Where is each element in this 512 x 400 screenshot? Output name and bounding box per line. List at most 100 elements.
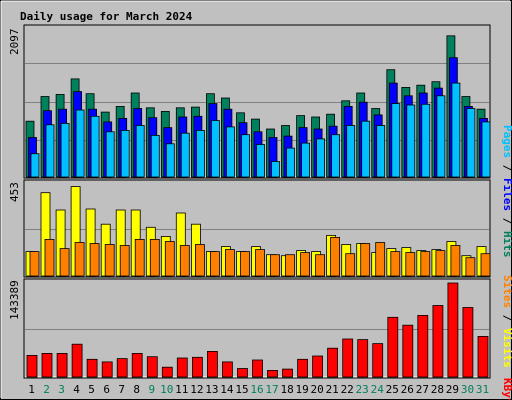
bar-kbytes-day-26 (402, 324, 414, 378)
bar-kbytes-day-14 (221, 361, 233, 378)
bar-pages-day-18 (286, 147, 295, 178)
x-tick-label-day-8: 8 (133, 383, 140, 396)
bar-sites-day-16 (255, 249, 265, 277)
bar-sites-day-24 (375, 242, 386, 277)
bar-pages-day-13 (210, 120, 220, 178)
bar-pages-day-16 (256, 144, 265, 178)
legend-pages: Pages (501, 125, 512, 158)
bar-pages-day-4 (75, 109, 85, 178)
bar-sites-day-12 (194, 244, 205, 277)
legend-panel-2: Sites / Visits (501, 275, 512, 368)
x-tick-label-day-24: 24 (371, 383, 385, 396)
x-tick-label-day-4: 4 (73, 383, 80, 396)
bar-pages-day-15 (241, 134, 250, 178)
bar-kbytes-day-8 (131, 352, 143, 378)
bar-pages-day-3 (60, 123, 70, 178)
bar-sites-day-4 (74, 242, 85, 277)
bar-pages-day-14 (225, 126, 235, 178)
bar-sites-day-31 (480, 253, 491, 277)
bar-sites-day-10 (164, 241, 175, 277)
bar-kbytes-day-7 (116, 358, 128, 378)
x-tick-label-day-25: 25 (386, 383, 399, 396)
bar-kbytes-day-22 (342, 338, 354, 378)
x-tick-label-day-5: 5 (88, 383, 95, 396)
bar-kbytes-day-12 (191, 356, 203, 378)
x-tick-label-day-11: 11 (175, 383, 188, 396)
bar-pages-day-11 (180, 132, 190, 178)
x-tick-label-day-27: 27 (416, 383, 429, 396)
bar-pages-day-24 (376, 125, 386, 178)
x-tick-label-day-9: 9 (148, 383, 155, 396)
bar-kbytes-day-20 (312, 355, 324, 378)
bar-kbytes-day-9 (146, 356, 158, 378)
bar-pages-day-23 (361, 120, 371, 178)
bar-pages-day-7 (120, 129, 130, 178)
bar-kbytes-day-24 (372, 343, 384, 378)
bar-pages-day-20 (316, 138, 326, 178)
bar-sites-day-1 (29, 251, 40, 277)
bar-pages-day-8 (135, 125, 145, 178)
bar-pages-day-1 (30, 153, 40, 178)
bar-kbytes-day-30 (462, 307, 474, 378)
bar-kbytes-day-27 (417, 314, 429, 378)
bar-sites-day-29 (450, 245, 461, 277)
bar-sites-day-20 (315, 254, 326, 277)
x-tick-label-day-3: 3 (58, 383, 65, 396)
x-tick-label-day-14: 14 (220, 383, 234, 396)
bar-pages-day-22 (346, 125, 356, 178)
bar-pages-day-27 (421, 103, 431, 178)
bar-kbytes-day-23 (357, 339, 369, 378)
bar-sites-day-3 (59, 248, 70, 277)
chart-title: Daily usage for March 2024 (20, 10, 193, 23)
bar-pages-day-19 (301, 142, 311, 178)
bar-kbytes-day-6 (101, 361, 113, 378)
bar-sites-day-6 (104, 244, 115, 277)
bar-sites-day-18 (285, 254, 295, 277)
bar-kbytes-day-21 (327, 347, 339, 378)
x-tick-label-day-10: 10 (160, 383, 173, 396)
bar-pages-day-26 (406, 104, 416, 178)
bar-sites-day-27 (420, 251, 431, 277)
panel-kbytes (23, 278, 491, 379)
bar-sites-day-21 (330, 236, 341, 277)
x-tick-label-day-20: 20 (310, 383, 323, 396)
panel-hits-files-pages (23, 24, 491, 179)
bar-kbytes-day-15 (237, 368, 248, 378)
x-tick-label-day-23: 23 (356, 383, 369, 396)
bar-kbytes-day-5 (86, 358, 98, 378)
legend-pages-files-hits: Pages / Files / Hits (501, 125, 512, 258)
x-tick-label-day-21: 21 (326, 383, 339, 396)
bar-sites-day-9 (149, 238, 160, 277)
bar-pages-day-25 (391, 103, 401, 178)
legend-sites: Sites (501, 275, 512, 308)
bar-kbytes-day-3 (56, 352, 68, 378)
bar-pages-day-21 (331, 134, 341, 178)
bar-sites-day-8 (134, 238, 145, 277)
legend-kbytes: KBytes (501, 378, 512, 400)
bar-sites-day-19 (300, 252, 311, 277)
panel-visits-sites (23, 179, 491, 278)
panel-2-max-label: 453 (8, 182, 21, 202)
bar-kbytes-day-31 (477, 335, 489, 378)
bar-sites-day-14 (224, 249, 235, 277)
x-tick-label-day-19: 19 (295, 383, 308, 396)
legend-panel-1: Pages / Files / Hits (501, 125, 512, 258)
bar-sites-day-26 (405, 252, 416, 277)
x-tick-label-day-26: 26 (401, 383, 414, 396)
panel-3-max-label: 143389 (8, 280, 21, 320)
bar-sites-day-7 (119, 245, 130, 277)
bar-sites-day-13 (209, 251, 220, 277)
bar-kbytes-day-29 (447, 282, 459, 378)
bar-sites-day-2 (44, 238, 55, 277)
bar-kbytes-day-11 (176, 357, 188, 378)
bar-sites-day-17 (270, 254, 280, 277)
bar-pages-day-29 (451, 82, 461, 178)
x-tick-label-day-13: 13 (205, 383, 218, 396)
bar-pages-day-9 (150, 134, 160, 178)
bar-pages-day-30 (466, 108, 476, 178)
bar-sites-day-28 (435, 250, 446, 277)
x-tick-label-day-29: 29 (446, 383, 459, 396)
bar-sites-day-22 (345, 253, 356, 277)
x-tick-label-day-2: 2 (43, 383, 50, 396)
legend-files: Files (501, 178, 512, 211)
